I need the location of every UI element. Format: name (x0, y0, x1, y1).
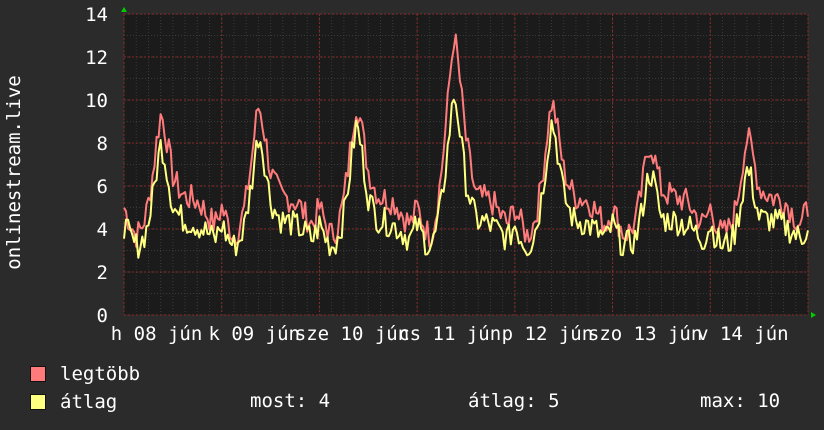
x-tick-label: sze 10 jún (295, 323, 409, 345)
y-tick-label: 2 (97, 262, 108, 284)
series-lines (123, 33, 809, 259)
y-tick-label: 12 (85, 47, 108, 69)
y-tick-label: 6 (97, 176, 108, 198)
legend-swatch-avg (30, 394, 46, 410)
y-tick-label: 14 (85, 4, 108, 26)
y-tick-label: 0 (97, 305, 108, 327)
legend-swatch-max (30, 366, 46, 382)
x-tick-label: v 14 jún (697, 323, 789, 345)
legend-label-max: legtöbb (60, 363, 141, 385)
y-axis-label: onlinestream.live (3, 75, 25, 269)
legend-label-avg: átlag (60, 391, 118, 413)
y-tick-label: 4 (97, 219, 108, 241)
x-axis-arrow (811, 312, 816, 318)
y-tick-label: 8 (97, 133, 108, 155)
y-axis-arrow (121, 7, 127, 12)
grid (123, 13, 809, 316)
axis-arrows (121, 7, 816, 318)
legend-item-max: legtöbb (30, 362, 140, 386)
stat-now: most: 4 (250, 390, 331, 412)
x-tick-label: cs 11 jún (398, 323, 501, 345)
series-line-1 (123, 98, 809, 259)
stat-max: max: 10 (700, 390, 781, 412)
x-tick-label: h 08 jún (111, 323, 203, 345)
x-tick-label: k 09 jún (208, 323, 300, 345)
stat-average: átlag: 5 (468, 390, 560, 412)
y-tick-label: 10 (85, 90, 108, 112)
legend-item-avg: átlag (30, 390, 117, 414)
y-axis-ticks: 0 2 4 6 8 10 12 14 (85, 4, 108, 327)
x-tick-label: p 12 jún (502, 323, 594, 345)
x-tick-label: szo 13 jún (588, 323, 702, 345)
